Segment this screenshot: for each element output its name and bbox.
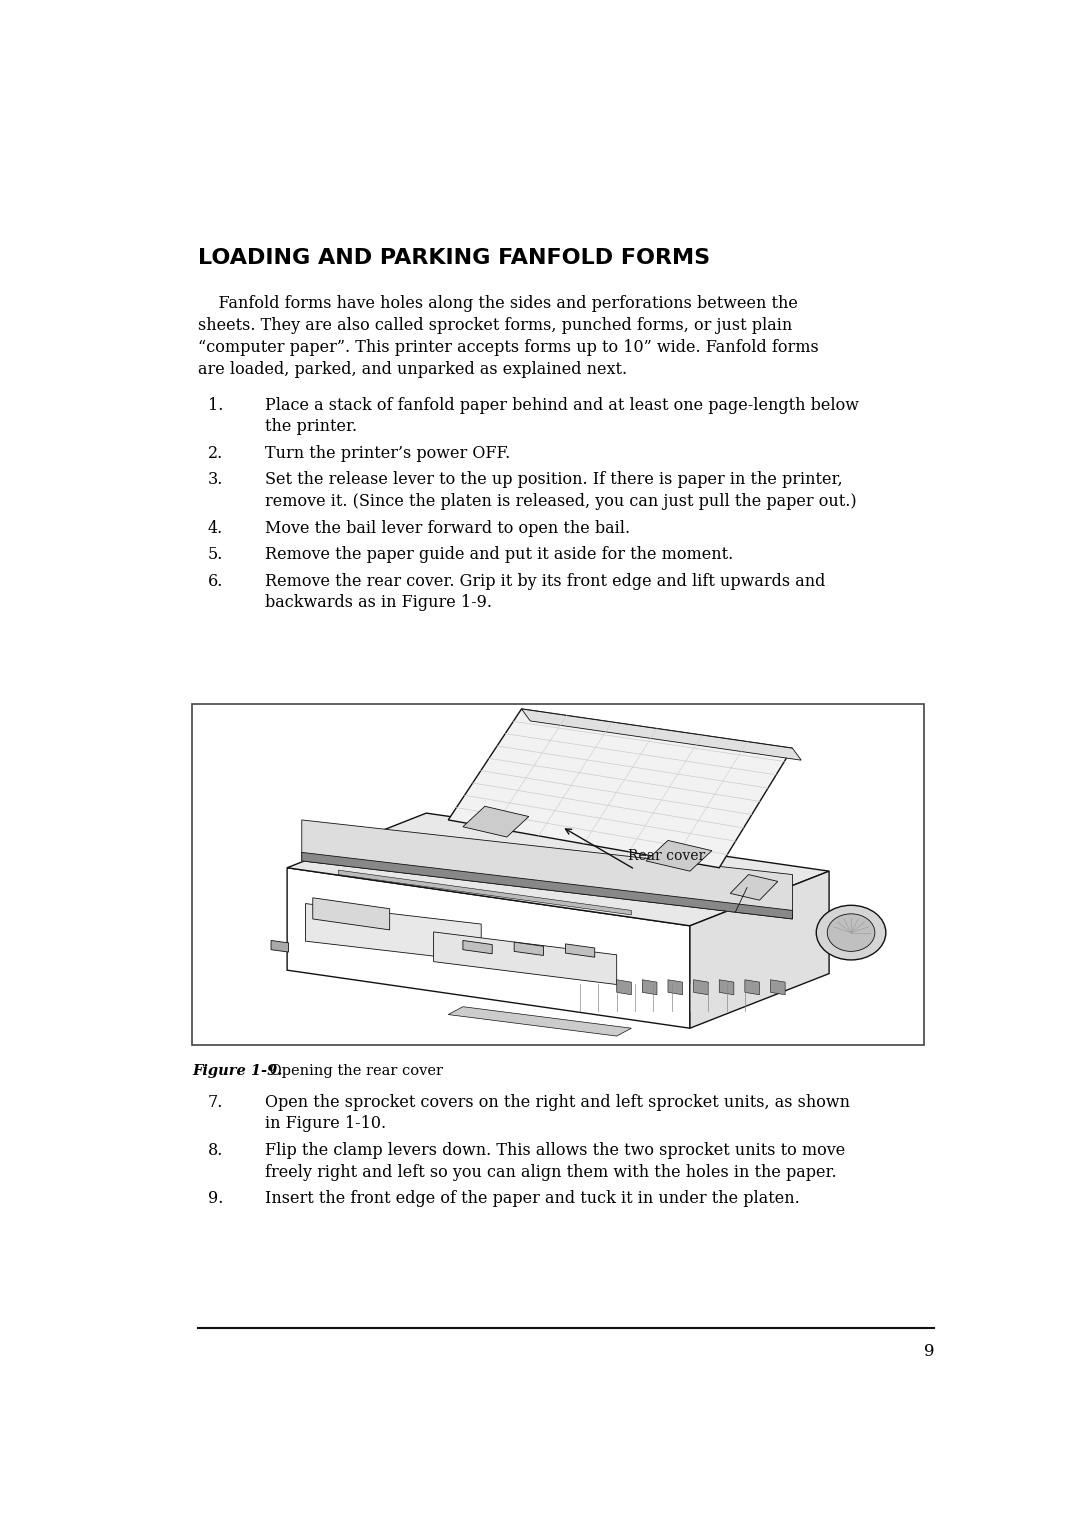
Polygon shape [525, 881, 536, 888]
Polygon shape [703, 902, 714, 910]
Polygon shape [463, 806, 529, 836]
Polygon shape [693, 980, 708, 995]
Text: Fanfold forms have holes along the sides and perforations between the: Fanfold forms have holes along the sides… [198, 295, 798, 312]
Text: Rear cover: Rear cover [627, 849, 705, 862]
Text: sheets. They are also called sprocket forms, punched forms, or just plain: sheets. They are also called sprocket fo… [198, 317, 792, 335]
Text: Place a stack of fanfold paper behind and at least one page-length below: Place a stack of fanfold paper behind an… [265, 396, 859, 413]
Text: freely right and left so you can align them with the holes in the paper.: freely right and left so you can align t… [265, 1164, 836, 1180]
Text: 9.: 9. [207, 1190, 222, 1206]
Polygon shape [726, 904, 737, 913]
Polygon shape [313, 898, 390, 930]
Bar [192, 703, 924, 1046]
Polygon shape [306, 904, 482, 962]
Polygon shape [719, 980, 734, 995]
Polygon shape [448, 709, 793, 868]
Text: in Figure 1-10.: in Figure 1-10. [265, 1115, 386, 1133]
Polygon shape [448, 1006, 632, 1037]
Text: Remove the rear cover. Grip it by its front edge and lift upwards and: Remove the rear cover. Grip it by its fr… [265, 572, 825, 590]
Polygon shape [592, 888, 603, 896]
Text: “computer paper”. This printer accepts forms up to 10” wide. Fanfold forms: “computer paper”. This printer accepts f… [198, 339, 819, 356]
Polygon shape [730, 875, 778, 901]
Polygon shape [522, 709, 801, 760]
Text: Flip the clamp levers down. This allows the two sprocket units to move: Flip the clamp levers down. This allows … [265, 1142, 845, 1159]
Text: 5.: 5. [207, 546, 222, 563]
Text: 8.: 8. [207, 1142, 222, 1159]
Polygon shape [481, 875, 491, 884]
Polygon shape [502, 878, 514, 885]
Text: 1.: 1. [207, 396, 222, 413]
Polygon shape [548, 884, 558, 891]
Text: 7.: 7. [207, 1093, 222, 1110]
Polygon shape [646, 841, 712, 872]
Text: 3.: 3. [207, 471, 222, 488]
Polygon shape [667, 980, 683, 995]
Polygon shape [659, 896, 670, 905]
Ellipse shape [827, 914, 875, 951]
Text: LOADING AND PARKING FANFOLD FORMS: LOADING AND PARKING FANFOLD FORMS [198, 248, 710, 268]
Polygon shape [301, 820, 793, 919]
Text: Insert the front edge of the paper and tuck it in under the platen.: Insert the front edge of the paper and t… [265, 1190, 799, 1206]
Polygon shape [681, 899, 692, 907]
Polygon shape [643, 980, 657, 995]
Polygon shape [514, 942, 543, 956]
Text: Remove the paper guide and put it aside for the moment.: Remove the paper guide and put it aside … [265, 546, 733, 563]
Polygon shape [324, 856, 335, 865]
Polygon shape [435, 870, 447, 878]
Text: Opening the rear cover: Opening the rear cover [265, 1064, 443, 1078]
Polygon shape [433, 933, 617, 985]
Polygon shape [301, 852, 793, 919]
Polygon shape [301, 855, 313, 862]
Polygon shape [690, 872, 829, 1027]
Polygon shape [414, 867, 424, 876]
Text: Set the release lever to the up position. If there is paper in the printer,: Set the release lever to the up position… [265, 471, 842, 488]
Polygon shape [745, 980, 759, 995]
Text: Turn the printer’s power OFF.: Turn the printer’s power OFF. [265, 445, 510, 462]
Text: 2.: 2. [207, 445, 222, 462]
Polygon shape [391, 864, 402, 873]
Text: backwards as in Figure 1-9.: backwards as in Figure 1-9. [265, 595, 491, 612]
Polygon shape [287, 868, 690, 1027]
Polygon shape [615, 891, 625, 899]
Text: Move the bail lever forward to open the bail.: Move the bail lever forward to open the … [265, 520, 630, 537]
Text: are loaded, parked, and unparked as explained next.: are loaded, parked, and unparked as expl… [198, 361, 626, 378]
Polygon shape [368, 862, 380, 870]
Text: Figure 1-9.: Figure 1-9. [192, 1064, 282, 1078]
Text: Open the sprocket covers on the right and left sprocket units, as shown: Open the sprocket covers on the right an… [265, 1093, 850, 1110]
Text: remove it. (Since the platen is released, you can just pull the paper out.): remove it. (Since the platen is released… [265, 494, 856, 511]
Text: 9: 9 [923, 1342, 934, 1361]
Polygon shape [770, 980, 785, 995]
Polygon shape [617, 980, 632, 995]
Polygon shape [636, 893, 648, 902]
Polygon shape [458, 873, 469, 881]
Polygon shape [569, 885, 581, 894]
Polygon shape [747, 907, 759, 914]
Text: 6.: 6. [207, 572, 222, 590]
Text: the printer.: the printer. [265, 419, 356, 436]
Ellipse shape [816, 905, 886, 960]
Polygon shape [566, 943, 595, 957]
Polygon shape [347, 859, 357, 867]
Polygon shape [287, 813, 829, 925]
Polygon shape [463, 940, 492, 954]
Text: 4.: 4. [207, 520, 222, 537]
Polygon shape [271, 940, 288, 953]
Polygon shape [338, 870, 632, 914]
